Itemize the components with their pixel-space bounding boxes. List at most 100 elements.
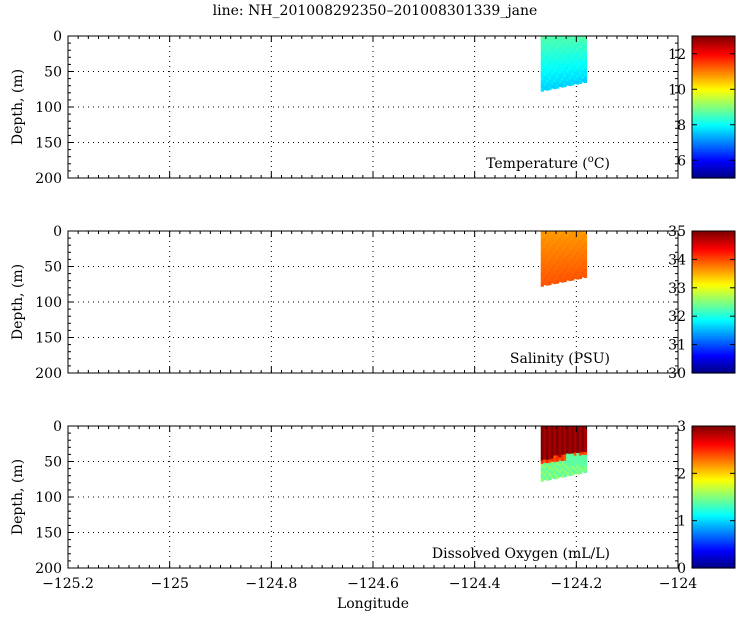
- data-cell: [553, 458, 557, 463]
- data-cell: [540, 268, 544, 273]
- data-cell: [583, 460, 588, 465]
- data-cell: [540, 42, 544, 47]
- data-cell: [553, 65, 557, 70]
- data-cell: [543, 254, 547, 259]
- data-cell: [566, 231, 570, 235]
- colorbar-step: [692, 78, 735, 81]
- x-tick-label: −125.2: [42, 576, 94, 592]
- data-cell: [576, 80, 580, 85]
- data-cell: [545, 459, 549, 464]
- colorbar-step: [692, 239, 735, 243]
- data-cell: [576, 452, 580, 457]
- data-cell: [571, 435, 575, 439]
- data-cell: [573, 56, 577, 61]
- colorbar-step: [692, 264, 735, 268]
- data-cell: [568, 438, 572, 443]
- data-cell: [543, 267, 547, 272]
- data-cell: [563, 253, 567, 257]
- data-cell: [561, 266, 565, 270]
- data-cell: [550, 276, 555, 281]
- data-cell: [558, 58, 562, 62]
- data-cell: [576, 65, 580, 70]
- data-cell: [571, 54, 575, 59]
- data-cell: [581, 253, 585, 258]
- data-cell: [563, 426, 567, 430]
- data-cell: [568, 66, 572, 71]
- data-cell: [576, 461, 580, 466]
- data-cell: [561, 45, 565, 50]
- data-cell: [558, 460, 562, 465]
- x-tick-label: −124.6: [347, 576, 399, 592]
- data-cell: [576, 77, 580, 82]
- data-cell: [556, 461, 560, 466]
- data-cell: [553, 68, 557, 73]
- data-cell: [558, 231, 562, 235]
- data-cell: [566, 261, 570, 266]
- data-cell: [563, 39, 567, 43]
- data-cell: [571, 444, 575, 449]
- data-cell: [558, 234, 562, 238]
- colorbar-step: [692, 324, 735, 328]
- data-cell: [548, 231, 552, 235]
- data-cell: [566, 444, 570, 449]
- data-cell: [563, 256, 567, 261]
- data-cell: [576, 38, 580, 43]
- colorbar-step: [692, 80, 735, 84]
- data-cell: [550, 270, 555, 274]
- data-cell: [568, 231, 572, 235]
- data-cell: [583, 428, 588, 433]
- data-cell: [566, 39, 570, 43]
- data-cell: [576, 266, 580, 271]
- data-cell: [568, 268, 572, 272]
- colorbar-step: [692, 93, 735, 97]
- colorbar-step: [692, 426, 735, 429]
- y-tick-label: 150: [35, 526, 62, 542]
- data-cell: [571, 264, 575, 269]
- data-cell: [561, 48, 565, 53]
- data-cell: [543, 247, 547, 252]
- data-cell: [568, 60, 572, 65]
- data-cell: [558, 70, 562, 75]
- colorbar-step: [692, 142, 735, 146]
- data-cell: [558, 61, 562, 65]
- data-cell: [568, 249, 572, 254]
- data-cell: [568, 277, 572, 282]
- colorbar-step: [692, 501, 735, 505]
- data-cell: [548, 429, 552, 434]
- colorbar-step: [692, 561, 735, 565]
- colorbar-step: [692, 335, 735, 339]
- data-cell: [581, 457, 585, 461]
- colorbar-step: [692, 353, 735, 356]
- data-cell: [545, 83, 549, 88]
- data-cell: [563, 237, 567, 242]
- data-cell: [573, 254, 577, 259]
- colorbar-step: [692, 543, 735, 547]
- data-cell: [548, 237, 552, 242]
- data-cell: [561, 448, 565, 453]
- data-cell: [566, 42, 570, 46]
- data-cell: [545, 261, 549, 266]
- data-cell: [583, 236, 588, 241]
- data-cell: [543, 466, 547, 471]
- data-cell: [540, 84, 544, 89]
- data-cell: [578, 254, 583, 259]
- data-cell: [543, 42, 547, 47]
- data-cell: [545, 466, 549, 471]
- data-cell: [576, 59, 580, 64]
- data-cell: [571, 81, 575, 86]
- data-cell: [583, 233, 588, 238]
- colorbar-step: [692, 115, 735, 119]
- data-cell: [578, 68, 583, 73]
- data-cell: [550, 234, 555, 239]
- data-cell: [581, 61, 585, 66]
- data-cell: [545, 247, 549, 252]
- data-cell: [553, 78, 557, 83]
- colorbar-step: [692, 175, 735, 179]
- data-cell: [558, 54, 562, 59]
- data-cell: [576, 272, 580, 277]
- data-cell: [548, 261, 552, 266]
- colorbar-step: [692, 459, 735, 463]
- data-cell: [563, 275, 567, 279]
- data-cell: [548, 257, 552, 262]
- data-cell: [545, 251, 549, 256]
